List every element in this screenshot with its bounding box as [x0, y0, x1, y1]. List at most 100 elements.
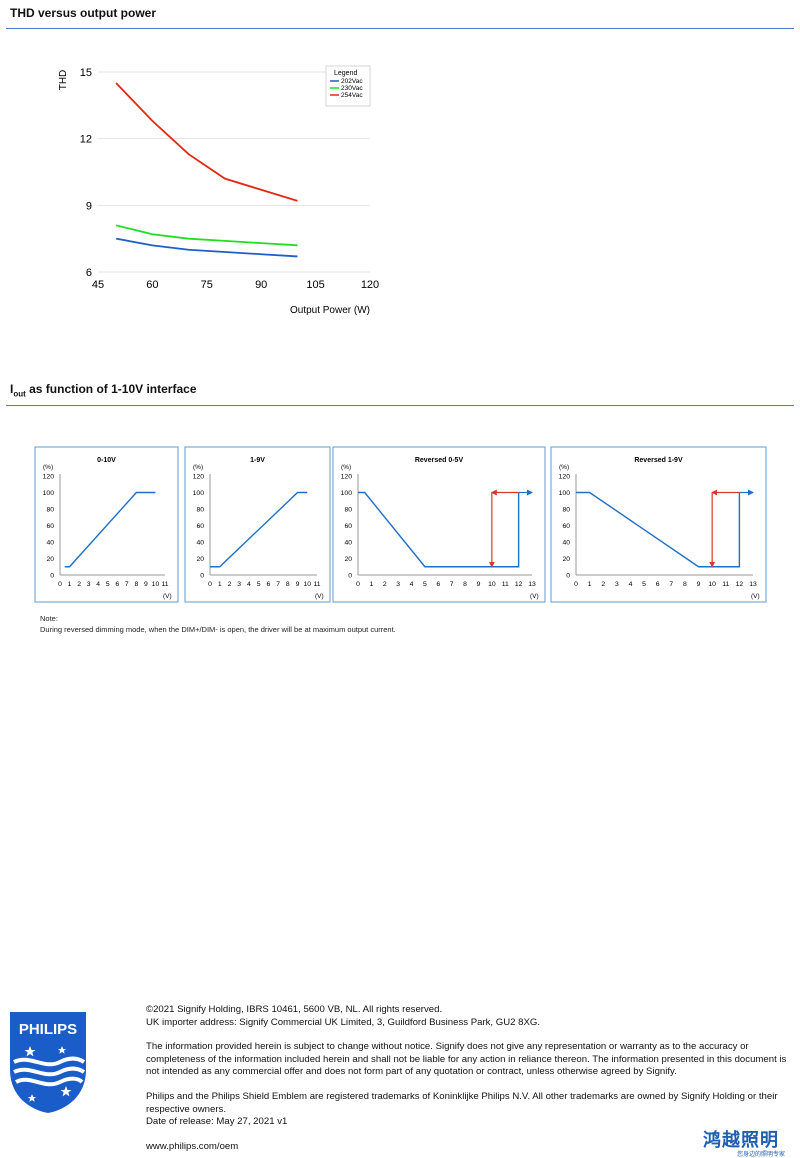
y-tick-label: 0 — [348, 573, 352, 580]
x-tick-label: 3 — [615, 581, 619, 588]
section-divider — [6, 28, 794, 29]
y-tick-label: 9 — [86, 200, 92, 212]
chart-title: 1-9V — [250, 457, 265, 464]
x-tick-label: 120 — [361, 279, 379, 291]
x-unit-label: (V) — [530, 593, 539, 600]
legend-title: Legend — [334, 70, 357, 77]
y-tick-label: 20 — [344, 556, 352, 563]
y-unit-label: (%) — [341, 464, 351, 471]
x-tick-label: 11 — [161, 581, 168, 588]
trademarks-text: Philips and the Philips Shield Emblem ar… — [146, 1090, 778, 1115]
legend-box — [325, 65, 371, 107]
y-tick-label: 0 — [50, 573, 54, 580]
chart-frame — [550, 446, 767, 603]
x-tick-label: 3 — [87, 581, 91, 588]
y-tick-label: 40 — [344, 540, 352, 547]
x-tick-label: 13 — [528, 581, 536, 588]
chart-frame — [184, 446, 331, 603]
x-tick-label: 1 — [588, 581, 592, 588]
x-tick-label: 10 — [152, 581, 160, 588]
x-tick-label: 5 — [257, 581, 261, 588]
series-line — [358, 491, 520, 568]
x-tick-label: 90 — [255, 279, 267, 291]
x-tick-label: 0 — [356, 581, 360, 588]
legend-entry: 202Vac — [341, 78, 363, 85]
brand-watermark: 鸿越照明 — [703, 1130, 779, 1150]
y-tick-label: 120 — [559, 474, 571, 481]
x-tick-label: 2 — [228, 581, 232, 588]
importer-text: UK importer address: Signify Commercial … — [146, 1016, 541, 1028]
y-unit-label: (%) — [193, 464, 203, 471]
y-tick-label: 40 — [196, 540, 204, 547]
x-tick-label: 10 — [708, 581, 716, 588]
chart-frame — [34, 446, 179, 603]
series-line-230Vac — [115, 224, 298, 247]
x-tick-label: 3 — [396, 581, 400, 588]
brand-watermark-sub: 您身边的照明专家 — [737, 1152, 786, 1158]
section-divider — [6, 405, 794, 406]
website-link[interactable]: www.philips.com/oem — [146, 1140, 239, 1152]
y-tick-label: 40 — [562, 540, 570, 547]
x-tick-label: 5 — [642, 581, 646, 588]
x-tick-label: 1 — [218, 581, 222, 588]
x-tick-label: 6 — [436, 581, 440, 588]
x-tick-label: 11 — [502, 581, 509, 588]
y-tick-label: 40 — [46, 540, 54, 547]
x-tick-label: 2 — [601, 581, 605, 588]
x-tick-label: 8 — [134, 581, 138, 588]
footer-legal: ©2021 Signify Holding, IBRS 10461, 5600 … — [146, 1004, 792, 1153]
x-tick-label: 5 — [106, 581, 110, 588]
x-tick-label: 6 — [656, 581, 660, 588]
copyright-text: ©2021 Signify Holding, IBRS 10461, 5600 … — [146, 1004, 443, 1015]
y-tick-label: 120 — [43, 474, 55, 481]
y-tick-label: 100 — [193, 490, 205, 497]
x-tick-label: 8 — [463, 581, 467, 588]
y-tick-label: 6 — [86, 267, 92, 279]
y-tick-label: 60 — [562, 523, 570, 530]
x-unit-label: (V) — [315, 593, 324, 600]
chart-title: Reversed 1-9V — [634, 457, 683, 464]
x-tick-label: 9 — [144, 581, 148, 588]
x-axis-label: Output Power (W) — [290, 305, 370, 316]
x-tick-label: 7 — [125, 581, 129, 588]
disclaimer-text: The information provided herein is subje… — [146, 1041, 787, 1078]
x-tick-label: 1 — [369, 581, 373, 588]
chart-frame — [332, 446, 546, 603]
x-tick-label: 0 — [574, 581, 578, 588]
x-tick-label: 11 — [722, 581, 729, 588]
y-tick-label: 15 — [80, 67, 92, 79]
x-tick-label: 9 — [296, 581, 300, 588]
x-tick-label: 2 — [77, 581, 81, 588]
x-tick-label: 6 — [266, 581, 270, 588]
x-tick-label: 3 — [237, 581, 241, 588]
section-title-iout-subscript: out — [13, 389, 26, 399]
y-tick-label: 100 — [559, 490, 571, 497]
y-tick-label: 60 — [46, 523, 54, 530]
y-tick-label: 0 — [200, 573, 204, 580]
series-line — [64, 491, 156, 568]
x-tick-label: 5 — [423, 581, 427, 588]
x-unit-label: (V) — [163, 593, 172, 600]
legend-entry: 254Vac — [341, 92, 363, 99]
x-tick-label: 9 — [697, 581, 701, 588]
x-tick-label: 12 — [515, 581, 523, 588]
note-text: During reversed dimming mode, when the D… — [40, 625, 396, 634]
x-tick-label: 4 — [96, 581, 100, 588]
legend-entry: 230Vac — [341, 85, 363, 92]
y-unit-label: (%) — [43, 464, 53, 471]
y-tick-label: 20 — [562, 556, 570, 563]
y-tick-label: 100 — [341, 490, 353, 497]
series-line — [210, 491, 308, 568]
x-tick-label: 4 — [629, 581, 633, 588]
chart-title: Reversed 0-5V — [415, 457, 464, 464]
section-title-iout-main: I — [10, 382, 14, 396]
y-tick-label: 20 — [196, 556, 204, 563]
x-tick-label: 0 — [58, 581, 62, 588]
series-line-202Vac — [115, 237, 298, 258]
x-tick-label: 6 — [115, 581, 119, 588]
x-tick-label: 10 — [488, 581, 496, 588]
note-label: Note: — [40, 614, 58, 623]
